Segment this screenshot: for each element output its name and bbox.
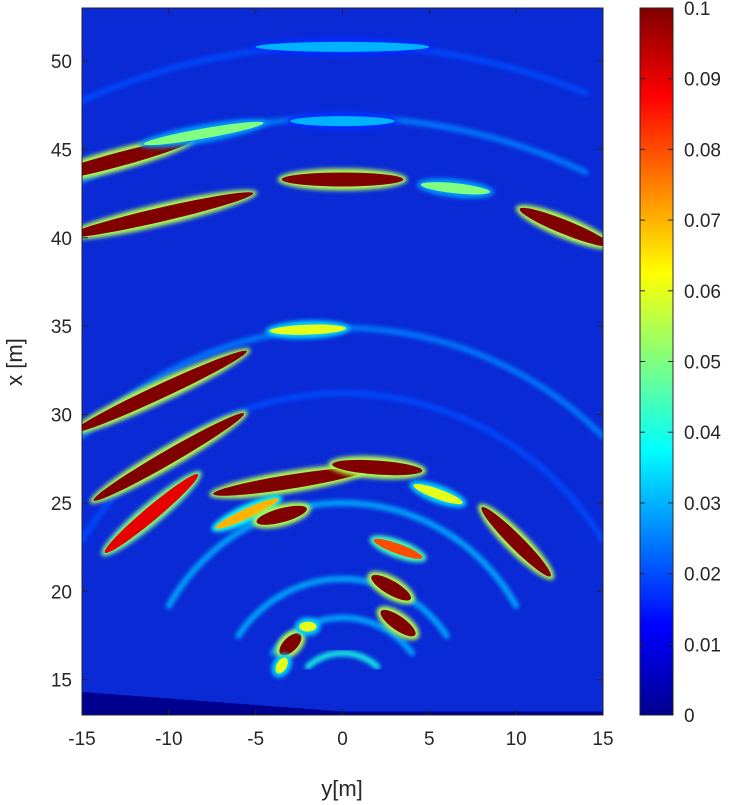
plot-area: [81, 7, 604, 716]
hotspot: [275, 657, 288, 674]
hotspot: [82, 350, 247, 433]
colorbar-tick-label: 0.03: [684, 494, 721, 515]
y-tick-label: 35: [51, 317, 72, 338]
blind-zone: [82, 692, 603, 715]
colorbar-tick-label: 0.1: [684, 0, 710, 20]
colorbar-tick-label: 0.07: [684, 211, 721, 232]
hotspot: [104, 474, 199, 553]
hotspot: [420, 182, 490, 195]
hotspot: [332, 459, 423, 476]
colorbar-tick-label: 0.09: [684, 70, 721, 91]
x-tick-label: 10: [506, 729, 527, 750]
hotspot: [373, 538, 423, 559]
colorbar-tick-label: 0.08: [684, 140, 721, 161]
colorbar-tick-label: 0.02: [684, 565, 721, 586]
hotspot: [371, 574, 411, 601]
hotspot: [299, 621, 317, 632]
hotspot: [143, 121, 264, 146]
hotspot: [215, 498, 279, 529]
y-tick-label: 45: [51, 140, 72, 161]
colorbar-tick-label: 0.06: [684, 282, 721, 303]
x-tick-label: 15: [592, 729, 613, 750]
hotspot: [519, 207, 603, 247]
hotspot: [255, 41, 430, 52]
hotspot: [82, 138, 193, 182]
x-axis-ticks: -15 -10 -5 0 5 10 15: [68, 8, 614, 750]
hotspot: [279, 633, 302, 656]
x-tick-label: -5: [247, 729, 264, 750]
colorbar-gradient: [639, 7, 674, 716]
hotspot: [281, 172, 404, 187]
y-axis-ticks: 15 20 25 30 35 40 45 50: [51, 52, 603, 692]
x-axis-label: y[m]: [321, 776, 363, 801]
hotspot: [256, 505, 307, 525]
y-tick-label: 20: [51, 582, 72, 603]
x-tick-label: -15: [68, 729, 95, 750]
x-tick-label: -10: [155, 729, 182, 750]
colorbar: 0 0.01 0.02 0.03 0.04 0.05 0.06 0.07 0.08 0.09 0.1: [639, 0, 721, 727]
y-axis-label: x [m]: [2, 338, 27, 386]
hotspot: [413, 483, 463, 505]
colorbar-ticks: 0 0.01 0.02 0.03 0.04 0.05 0.06 0.07 0.08 0.09 0.1: [640, 0, 721, 727]
colorbar-tick-label: 0.04: [684, 423, 721, 444]
colorbar-tick-label: 0.05: [684, 353, 721, 374]
y-tick-label: 50: [51, 52, 72, 73]
hotspot: [213, 467, 368, 496]
y-tick-label: 25: [51, 494, 72, 515]
hotspot: [380, 609, 416, 637]
x-tick-label: 0: [337, 729, 348, 750]
hotspots: [82, 37, 603, 715]
hotspot: [481, 507, 551, 577]
x-tick-label: 5: [424, 729, 435, 750]
colorbar-tick-label: 0: [684, 706, 695, 727]
range-arc: [304, 650, 381, 670]
colorbar-tick-label: 0.01: [684, 635, 721, 656]
hotspot: [290, 116, 395, 127]
hotspot: [93, 413, 245, 501]
range-arc: [165, 499, 520, 609]
y-tick-label: 15: [51, 671, 72, 692]
y-tick-label: 30: [51, 406, 72, 427]
hotspot: [82, 192, 254, 238]
y-tick-label: 40: [51, 229, 72, 250]
hotspot: [269, 324, 346, 335]
